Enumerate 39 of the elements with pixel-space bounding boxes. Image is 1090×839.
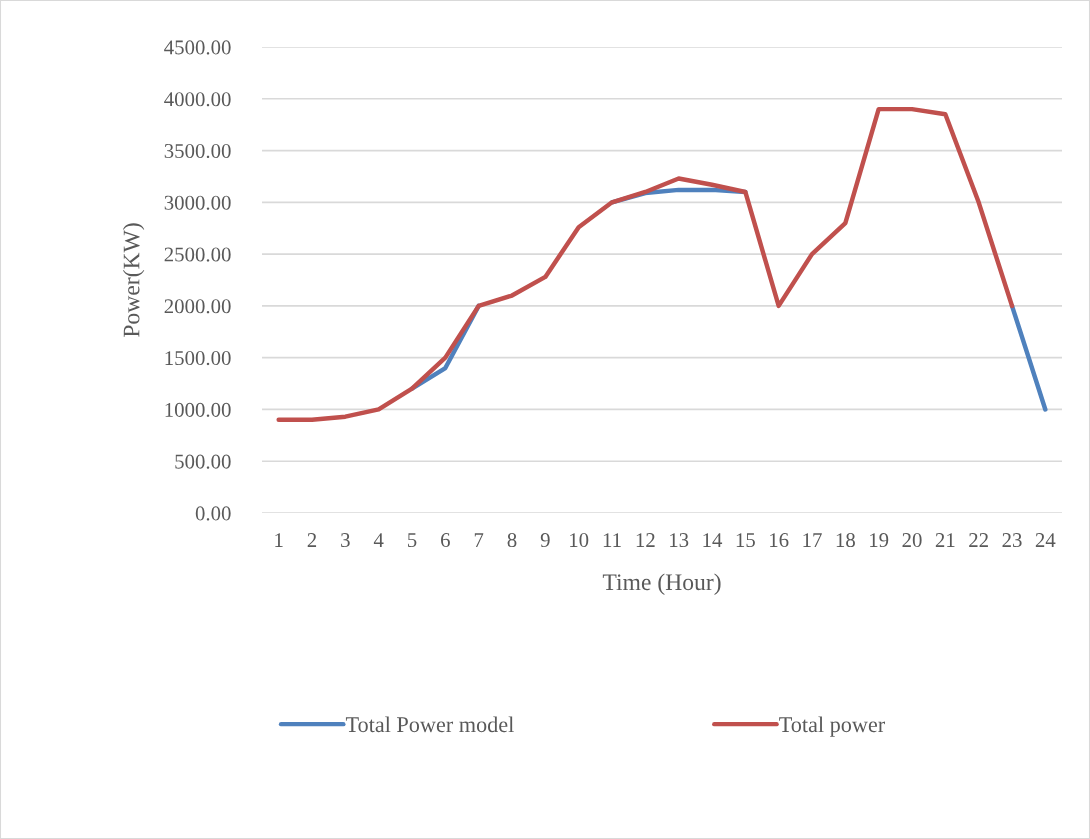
- y-tick-label: 500.00: [175, 454, 231, 469]
- y-tick-label: 3500.00: [164, 143, 231, 159]
- y-tick-label: 0.00: [195, 506, 231, 521]
- y-tick-label: 2000.00: [164, 299, 231, 314]
- x-tick-label: 7: [474, 533, 484, 547]
- x-tick-label: 4: [373, 533, 384, 547]
- x-tick-label: 8: [507, 533, 517, 548]
- x-tick-label: 2: [307, 533, 317, 547]
- x-tick-label: 1: [275, 533, 283, 547]
- legend-label: Total Power model: [345, 716, 514, 733]
- x-tick-label: 6: [441, 533, 450, 548]
- x-tick-label: 9: [540, 533, 550, 548]
- x-tick-label: 18: [836, 533, 855, 548]
- y-axis-title: Power(KW): [122, 223, 145, 338]
- x-tick-label: 5: [408, 533, 417, 548]
- y-tick-label: 3000.00: [164, 195, 231, 210]
- y-tick-label: 4000.00: [164, 92, 231, 107]
- y-tick-label: 1500.00: [165, 351, 231, 366]
- x-tick-label: 17: [803, 533, 822, 547]
- x-tick-label: 12: [636, 533, 655, 547]
- x-tick-label: 10: [570, 533, 589, 548]
- y-tick-label: 2500.00: [164, 247, 231, 262]
- x-tick-label: 20: [902, 533, 922, 548]
- x-axis-title: Time (Hour): [602, 573, 721, 595]
- legend-label: Total power: [779, 716, 885, 737]
- x-tick-label: 21: [935, 533, 955, 547]
- x-tick-label: 11: [603, 533, 621, 547]
- x-tick-label: 16: [770, 533, 789, 548]
- x-tick-label: 19: [870, 533, 889, 548]
- x-tick-label: 13: [670, 533, 689, 548]
- x-tick-label: 15: [736, 533, 755, 548]
- x-tick-label: 22: [969, 533, 988, 547]
- y-tick-label: 4500.00: [164, 40, 231, 55]
- line-series: [276, 106, 1015, 423]
- x-tick-label: 3: [341, 533, 350, 548]
- y-tick-label: 1000.00: [165, 402, 231, 417]
- x-tick-label: 23: [1002, 533, 1022, 548]
- x-tick-label: 14: [703, 533, 723, 547]
- x-tick-label: 24: [1035, 533, 1056, 547]
